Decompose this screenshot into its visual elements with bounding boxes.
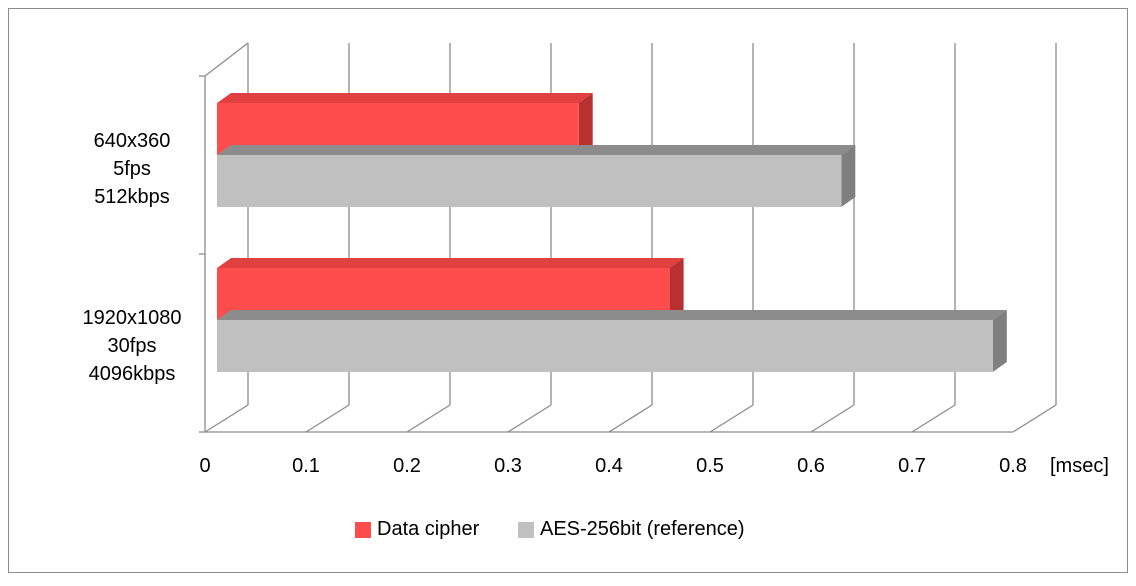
category-label: 512kbps bbox=[94, 186, 170, 208]
x-tick-label: 0.1 bbox=[292, 455, 320, 477]
category-label: 1920x1080 bbox=[83, 307, 182, 329]
bar-top-face bbox=[217, 258, 684, 268]
bar-side-face bbox=[841, 145, 856, 207]
floor-gridline bbox=[709, 404, 754, 433]
floor-gridline bbox=[911, 404, 956, 433]
category-label: 5fps bbox=[113, 158, 151, 180]
x-tick-label: 0.6 bbox=[797, 455, 825, 477]
x-tick-label: 0.8 bbox=[999, 455, 1027, 477]
x-axis-label: [msec] bbox=[1050, 455, 1109, 477]
bar bbox=[217, 155, 842, 207]
legend-swatch bbox=[518, 522, 534, 538]
bar-side-face bbox=[992, 310, 1007, 372]
x-tick-label: 0.4 bbox=[595, 455, 623, 477]
floor-gridline bbox=[810, 404, 855, 433]
category-label: 4096kbps bbox=[89, 363, 176, 385]
x-tick-label: 0.7 bbox=[898, 455, 926, 477]
bar bbox=[217, 320, 993, 372]
bar-side-face bbox=[578, 93, 593, 155]
x-tick-label: 0 bbox=[199, 455, 210, 477]
bar-side-face bbox=[669, 258, 684, 320]
x-tick-label: 0.2 bbox=[393, 455, 421, 477]
side-wall-top bbox=[204, 42, 249, 77]
x-tick-label: 0.5 bbox=[696, 455, 724, 477]
legend-label: Data cipher bbox=[377, 518, 480, 540]
bar-top-face bbox=[217, 145, 856, 155]
x-tick-label: 0.3 bbox=[494, 455, 522, 477]
floor-gridline bbox=[204, 404, 249, 433]
floor-gridline bbox=[406, 404, 451, 433]
floor-gridline bbox=[1012, 404, 1057, 433]
category-label: 640x360 bbox=[94, 130, 171, 152]
floor-gridline bbox=[608, 404, 653, 433]
legend-swatch bbox=[355, 522, 371, 538]
bar-top-face bbox=[217, 310, 1007, 320]
floor-gridline bbox=[305, 404, 350, 433]
floor-gridline bbox=[507, 404, 552, 433]
category-label: 30fps bbox=[108, 335, 157, 357]
legend-label: AES-256bit (reference) bbox=[540, 518, 745, 540]
bar-top-face bbox=[217, 93, 593, 103]
